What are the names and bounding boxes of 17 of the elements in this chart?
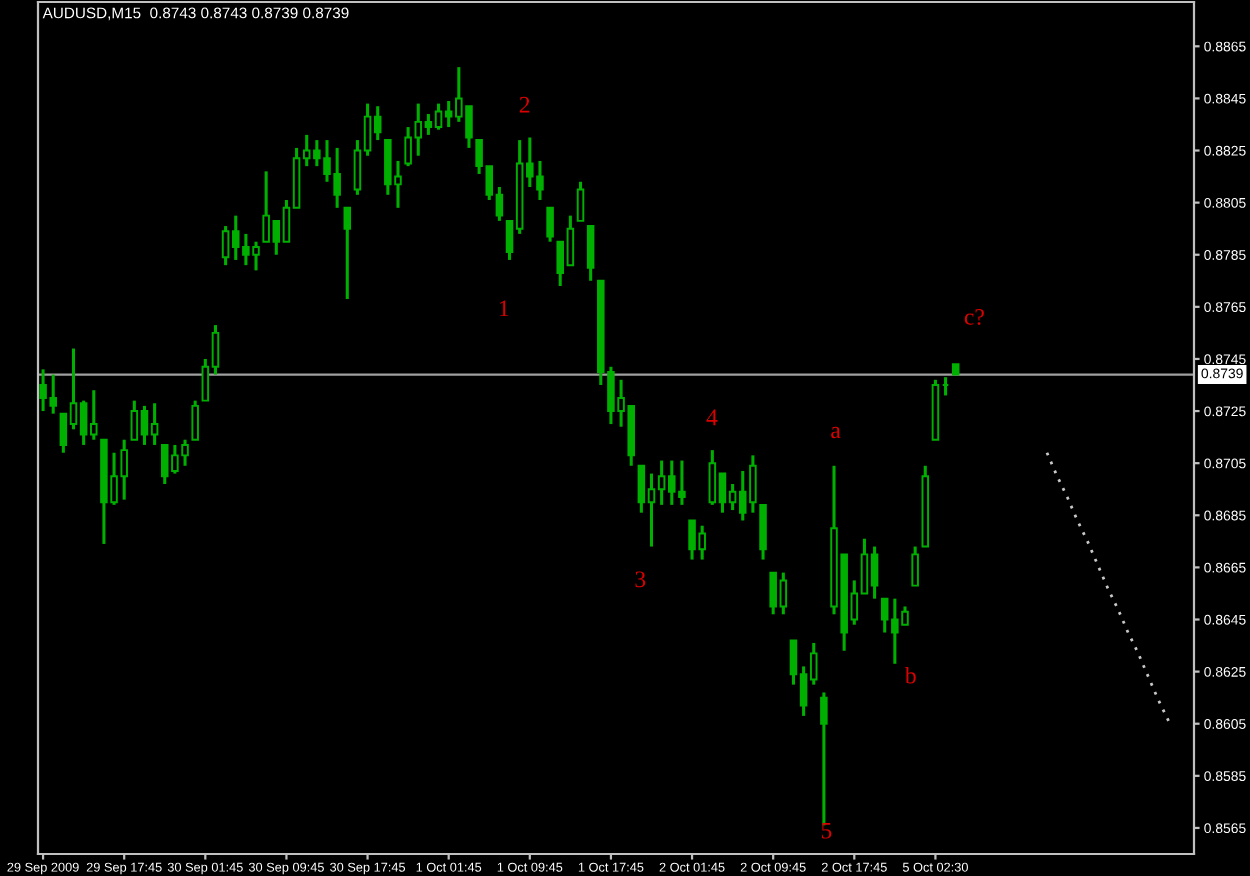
candlestick — [759, 503, 767, 562]
candlestick — [191, 399, 199, 442]
annotation: c? — [964, 308, 984, 325]
candlestick — [576, 180, 585, 223]
candlestick — [911, 545, 919, 588]
annotation: 3 — [635, 571, 646, 588]
candlestick — [546, 206, 554, 244]
candlestick — [343, 206, 352, 301]
candlestick — [586, 224, 595, 283]
line-series — [1045, 451, 1171, 723]
annotation: 4 — [706, 409, 718, 426]
annotation: 2 — [519, 96, 530, 113]
annotation: 1 — [500, 300, 509, 317]
annotation: b — [904, 666, 916, 684]
candlestick — [820, 690, 828, 827]
annotation: 5 — [821, 822, 832, 839]
annotation: a — [831, 426, 841, 439]
